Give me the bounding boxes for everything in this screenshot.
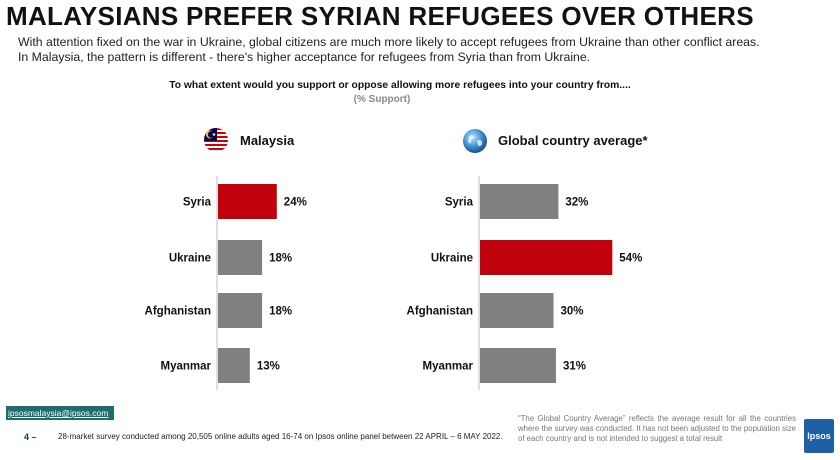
malaysia-bar-myanmar: [218, 348, 250, 383]
malaysia-value-label-myanmar: 13%: [257, 361, 280, 373]
malaysia-bar-afghanistan: [218, 293, 263, 328]
malaysia-value-label-afghanistan: 18%: [269, 306, 292, 318]
malaysia-category-label-ukraine: Ukraine: [169, 253, 211, 265]
page-title: MALAYSIANS PREFER SYRIAN REFUGEES OVER O…: [6, 1, 754, 31]
global-category-label-afghanistan: Afghanistan: [407, 306, 473, 318]
global-bar-ukraine: [480, 240, 613, 275]
global-bar-syria: [480, 184, 559, 219]
global-value-label-syria: 32%: [565, 197, 588, 209]
page-number: 4 –: [24, 432, 37, 442]
malaysia-value-label-syria: 24%: [284, 197, 307, 209]
global-bar-myanmar: [480, 348, 556, 383]
malaysia-bar-ukraine: [218, 240, 263, 275]
malaysia-bar-syria: [218, 184, 277, 219]
global-category-label-ukraine: Ukraine: [431, 253, 473, 265]
survey-question: To what extent would you support or oppo…: [169, 80, 631, 91]
intro-text-line1: With attention fixed on the war in Ukrai…: [18, 35, 760, 49]
survey-footnote: 28-market survey conducted among 20,505 …: [58, 432, 503, 441]
global-category-label-syria: Syria: [445, 197, 474, 209]
global-value-label-myanmar: 31%: [563, 361, 586, 373]
global-average-note: “The Global Country Average” reflects th…: [518, 414, 796, 443]
globe-icon: [462, 128, 488, 154]
unit-note: (% Support): [353, 94, 411, 105]
malaysia-category-label-syria: Syria: [183, 197, 212, 209]
ipsos-logo: Ipsos: [804, 419, 834, 453]
malaysia-flag-icon: [204, 128, 228, 152]
malaysia-chart-title: Malaysia: [240, 133, 295, 148]
malaysia-category-label-afghanistan: Afghanistan: [145, 306, 211, 318]
global-value-label-afghanistan: 30%: [561, 306, 584, 318]
global-chart-title: Global country average*: [498, 133, 648, 148]
global-value-label-ukraine: 54%: [619, 253, 642, 265]
malaysia-value-label-ukraine: 18%: [269, 253, 292, 265]
malaysia-category-label-myanmar: Myanmar: [161, 361, 212, 373]
intro-text-line2: In Malaysia, the pattern is different - …: [18, 50, 591, 64]
global-bar-afghanistan: [480, 293, 554, 328]
contact-email-link[interactable]: ipsosmalaysia@ipsos.com: [6, 406, 114, 420]
global-category-label-myanmar: Myanmar: [423, 361, 474, 373]
